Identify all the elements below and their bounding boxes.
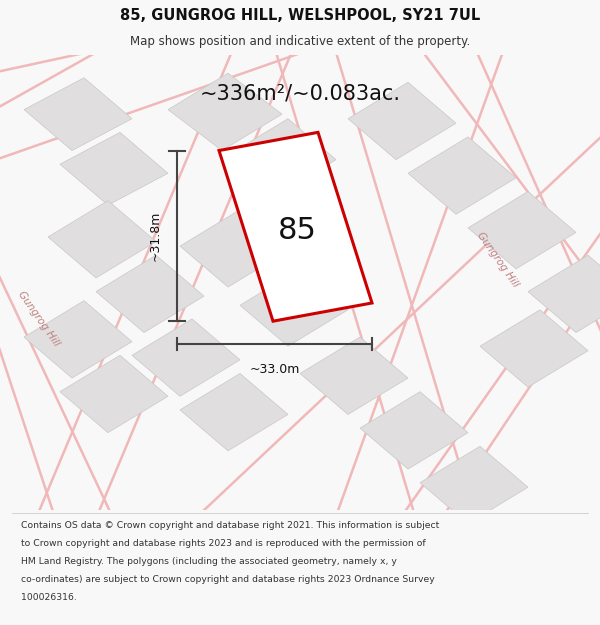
Text: co-ordinates) are subject to Crown copyright and database rights 2023 Ordnance S: co-ordinates) are subject to Crown copyr… (21, 575, 435, 584)
Polygon shape (180, 374, 288, 451)
Polygon shape (24, 78, 132, 151)
Text: ~336m²/~0.083ac.: ~336m²/~0.083ac. (199, 84, 401, 104)
Text: 100026316.: 100026316. (21, 592, 77, 602)
Polygon shape (60, 355, 168, 432)
Text: to Crown copyright and database rights 2023 and is reproduced with the permissio: to Crown copyright and database rights 2… (21, 539, 425, 548)
Polygon shape (408, 137, 516, 214)
Polygon shape (219, 132, 372, 321)
Polygon shape (360, 392, 468, 469)
Polygon shape (180, 210, 288, 287)
Text: Contains OS data © Crown copyright and database right 2021. This information is : Contains OS data © Crown copyright and d… (21, 521, 439, 531)
Text: Gungrog Hill: Gungrog Hill (475, 231, 521, 289)
Polygon shape (240, 269, 348, 346)
Polygon shape (132, 319, 240, 396)
Polygon shape (48, 201, 156, 278)
Polygon shape (96, 255, 204, 332)
Polygon shape (468, 191, 576, 269)
Polygon shape (24, 301, 132, 378)
Text: HM Land Registry. The polygons (including the associated geometry, namely x, y: HM Land Registry. The polygons (includin… (21, 557, 397, 566)
Polygon shape (228, 119, 336, 196)
Polygon shape (480, 310, 588, 387)
Text: ~31.8m: ~31.8m (149, 211, 162, 261)
Polygon shape (168, 73, 282, 151)
Text: Map shows position and indicative extent of the property.: Map shows position and indicative extent… (130, 35, 470, 48)
Polygon shape (300, 337, 408, 414)
Text: 85, GUNGROG HILL, WELSHPOOL, SY21 7UL: 85, GUNGROG HILL, WELSHPOOL, SY21 7UL (120, 8, 480, 23)
Text: 85: 85 (278, 216, 316, 244)
Polygon shape (60, 132, 168, 205)
Polygon shape (420, 446, 528, 524)
Text: Gungrog Hill: Gungrog Hill (16, 289, 62, 348)
Text: ~33.0m: ~33.0m (250, 363, 299, 376)
Polygon shape (528, 255, 600, 332)
Polygon shape (348, 82, 456, 159)
